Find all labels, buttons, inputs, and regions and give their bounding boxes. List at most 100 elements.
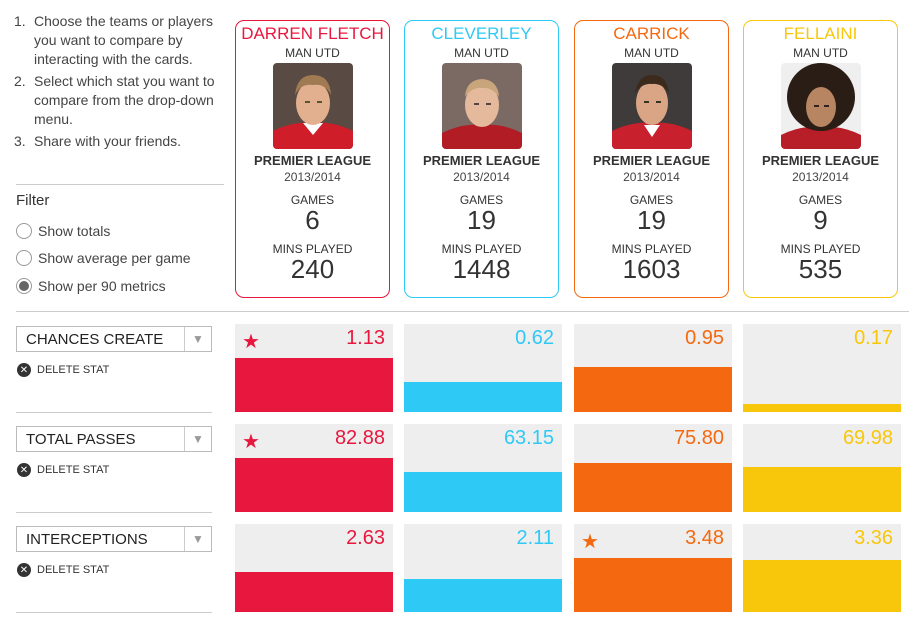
stat-value: 3.48 (685, 527, 724, 549)
stat-cell: 63.15 (404, 424, 562, 512)
games-label: GAMES (798, 193, 843, 207)
team-name[interactable]: MAN UTD (285, 46, 340, 60)
stat-value: 2.11 (516, 527, 554, 549)
stat-cell: ★ 1.13 (235, 324, 393, 412)
season-label[interactable]: 2013/2014 (453, 170, 510, 184)
stat-bar (404, 579, 562, 612)
close-circle-icon: ✕ (17, 463, 31, 477)
stat-select-chances-created[interactable]: CHANCES CREATE ▼ (16, 326, 212, 352)
team-name[interactable]: MAN UTD (624, 46, 679, 60)
instruction-number: 2. (14, 73, 26, 89)
player-card[interactable]: CLEVERLEY MAN UTD PREMIER LEAGUE 2013/2014 G… (404, 20, 559, 298)
chevron-down-icon[interactable]: ▼ (184, 527, 211, 551)
instructions-list: 1. Choose the teams or players you want t… (14, 12, 226, 154)
radio-label: Show per 90 metrics (38, 278, 166, 294)
stat-value: 75.80 (673, 427, 724, 449)
player-photo (780, 63, 861, 149)
instruction-item: 3. Share with your friends. (14, 132, 226, 151)
stat-cell: 0.95 (574, 324, 732, 412)
stat-value: 82.88 (334, 427, 385, 449)
stat-bar (574, 558, 732, 612)
stat-cell: 2.63 (235, 524, 393, 612)
player-name[interactable]: CLEVERLEY (431, 24, 532, 43)
stat-bar (235, 572, 393, 612)
stat-select-interceptions[interactable]: INTERCEPTIONS ▼ (16, 526, 212, 552)
mins-played-label: MINS PLAYED (611, 242, 692, 256)
player-card[interactable]: DARREN FLETCH MAN UTD PREMIER LEAGUE 2013/2… (235, 20, 390, 298)
close-circle-icon: ✕ (17, 563, 31, 577)
delete-stat-label: DELETE STAT (37, 364, 110, 376)
mins-played-label: MINS PLAYED (272, 242, 353, 256)
stat-bar (574, 367, 732, 412)
games-label: GAMES (629, 193, 674, 207)
season-label[interactable]: 2013/2014 (284, 170, 341, 184)
stat-bar (743, 560, 901, 612)
radio-circle[interactable] (16, 223, 32, 239)
season-label[interactable]: 2013/2014 (623, 170, 680, 184)
stat-cell: 3.36 (743, 524, 901, 612)
player-name[interactable]: FELLAINI (783, 24, 858, 43)
stat-bar (574, 463, 732, 512)
player-card[interactable]: FELLAINI MAN UTD PREMIER LEAGUE 2013/2014 GA… (743, 20, 898, 298)
stat-cell: ★ 3.48 (574, 524, 732, 612)
radio-show-average[interactable]: Show average per game (16, 250, 191, 266)
stat-bar (235, 458, 393, 512)
player-photo (272, 63, 353, 149)
chevron-down-icon[interactable]: ▼ (184, 327, 211, 351)
instruction-item: 2. Select which stat you want to compare … (14, 72, 226, 129)
radio-circle[interactable] (16, 250, 32, 266)
player-name[interactable]: DARREN FLETCH (241, 24, 384, 43)
stat-select-total-passes[interactable]: TOTAL PASSES ▼ (16, 426, 212, 452)
team-name[interactable]: MAN UTD (454, 46, 509, 60)
star-icon: ★ (242, 431, 260, 453)
league-name[interactable]: PREMIER LEAGUE (422, 153, 540, 168)
stat-select-value: INTERCEPTIONS (26, 530, 148, 548)
star-icon: ★ (242, 331, 260, 353)
close-circle-icon: ✕ (17, 363, 31, 377)
season-label[interactable]: 2013/2014 (792, 170, 849, 184)
chevron-down-icon[interactable]: ▼ (184, 427, 211, 451)
mins-played-value: 1448 (452, 254, 511, 284)
instruction-number: 1. (14, 13, 26, 29)
stat-value: 2.63 (346, 527, 385, 549)
games-label: GAMES (290, 193, 335, 207)
instruction-number: 3. (14, 133, 26, 149)
stat-cell: ★ 82.88 (235, 424, 393, 512)
mins-played-label: MINS PLAYED (441, 242, 522, 256)
league-name[interactable]: PREMIER LEAGUE (253, 153, 371, 168)
instruction-item: 1. Choose the teams or players you want t… (14, 12, 226, 69)
radio-show-totals[interactable]: Show totals (16, 223, 110, 239)
stat-cell: 75.80 (574, 424, 732, 512)
radio-circle-selected[interactable] (16, 278, 32, 294)
team-name[interactable]: MAN UTD (793, 46, 848, 60)
games-value: 19 (467, 205, 496, 235)
divider (16, 512, 212, 513)
stat-bar (235, 358, 393, 412)
divider (16, 311, 909, 312)
delete-stat-button[interactable]: ✕ DELETE STAT (17, 463, 109, 477)
mins-played-label: MINS PLAYED (780, 242, 861, 256)
divider (16, 612, 212, 613)
stat-bar (404, 382, 562, 412)
filter-title: Filter (16, 192, 50, 209)
mins-played-value: 535 (798, 254, 843, 284)
mins-played-value: 240 (290, 254, 335, 284)
player-name[interactable]: CARRICK (613, 24, 690, 43)
radio-label: Show average per game (38, 250, 191, 266)
stat-select-value: TOTAL PASSES (26, 430, 136, 448)
divider (16, 412, 212, 413)
league-name[interactable]: PREMIER LEAGUE (592, 153, 710, 168)
instruction-text: Select which stat you want to compare fr… (34, 73, 215, 127)
player-photo (441, 63, 522, 149)
player-card[interactable]: CARRICK MAN UTD PREMIER LEAGUE 2013/2014 GAM… (574, 20, 729, 298)
delete-stat-button[interactable]: ✕ DELETE STAT (17, 563, 109, 577)
delete-stat-button[interactable]: ✕ DELETE STAT (17, 363, 109, 377)
league-name[interactable]: PREMIER LEAGUE (761, 153, 879, 168)
radio-show-per-90[interactable]: Show per 90 metrics (16, 278, 166, 294)
delete-stat-label: DELETE STAT (37, 464, 110, 476)
stat-cell: 2.11 (404, 524, 562, 612)
games-value: 19 (637, 205, 666, 235)
stat-cell: 69.98 (743, 424, 901, 512)
instruction-text: Choose the teams or players you want to … (34, 13, 213, 67)
divider (16, 184, 224, 185)
